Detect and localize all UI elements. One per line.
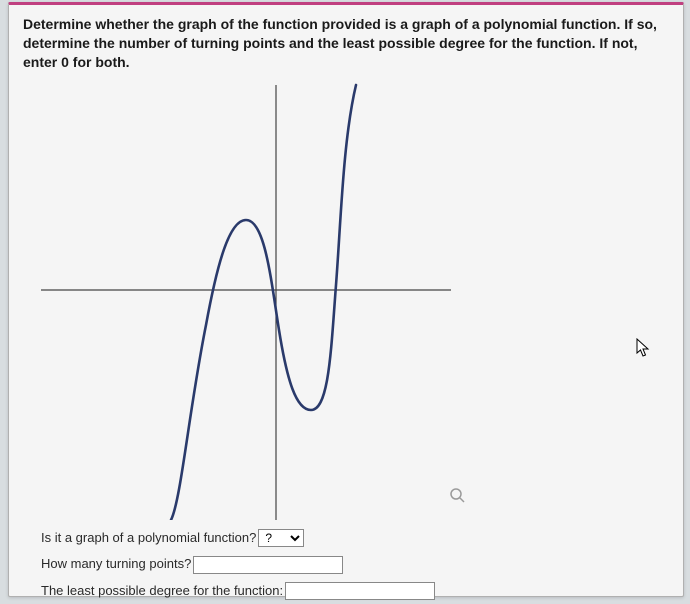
answer-section: Is it a graph of a polynomial function? … [41,526,669,604]
cursor-icon [636,338,652,363]
question-text: Determine whether the graph of the funct… [23,15,669,72]
answer-row-polynomial: Is it a graph of a polynomial function? … [41,526,669,551]
degree-input[interactable] [285,582,435,600]
q3-label: The least possible degree for the functi… [41,579,283,604]
answer-row-degree: The least possible degree for the functi… [41,579,669,604]
polynomial-select[interactable]: ?YesNo [258,529,304,547]
answer-row-turning-points: How many turning points? [41,552,669,577]
polynomial-graph [31,80,461,520]
magnify-icon[interactable] [449,487,465,506]
graph-svg [31,80,461,520]
turning-points-input[interactable] [193,556,343,574]
question-card: Determine whether the graph of the funct… [8,2,684,597]
q2-label: How many turning points? [41,552,191,577]
q1-label: Is it a graph of a polynomial function? [41,526,256,551]
